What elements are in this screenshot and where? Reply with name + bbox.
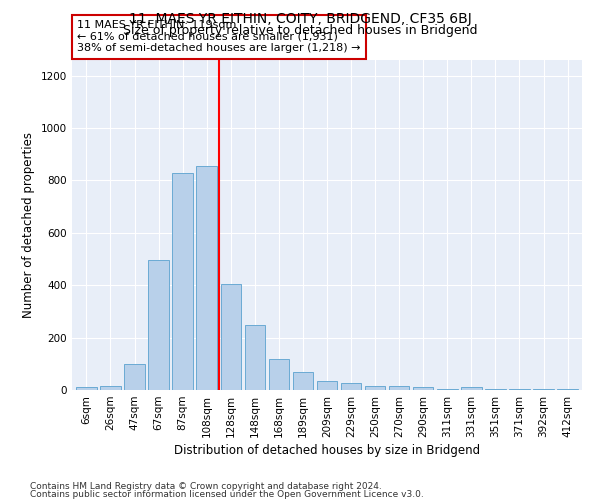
Bar: [148, 260, 169, 390]
Text: 11, MAES YR EITHIN, COITY, BRIDGEND, CF35 6BJ: 11, MAES YR EITHIN, COITY, BRIDGEND, CF3…: [128, 12, 472, 26]
Bar: [413, 388, 433, 390]
Bar: [124, 364, 145, 390]
Bar: [509, 388, 530, 390]
Bar: [221, 284, 241, 390]
Bar: [485, 388, 506, 390]
Bar: [100, 386, 121, 390]
Text: 11 MAES YR EITHIN: 119sqm
← 61% of detached houses are smaller (1,931)
38% of se: 11 MAES YR EITHIN: 119sqm ← 61% of detac…: [77, 20, 361, 54]
Text: Contains HM Land Registry data © Crown copyright and database right 2024.: Contains HM Land Registry data © Crown c…: [30, 482, 382, 491]
Y-axis label: Number of detached properties: Number of detached properties: [22, 132, 35, 318]
Bar: [557, 388, 578, 390]
Bar: [317, 381, 337, 390]
Bar: [389, 386, 409, 390]
Bar: [437, 388, 458, 390]
Bar: [293, 372, 313, 390]
Text: Size of property relative to detached houses in Bridgend: Size of property relative to detached ho…: [123, 24, 477, 37]
Bar: [533, 388, 554, 390]
Bar: [172, 172, 193, 390]
Bar: [245, 324, 265, 390]
Text: Contains public sector information licensed under the Open Government Licence v3: Contains public sector information licen…: [30, 490, 424, 499]
Bar: [269, 358, 289, 390]
Bar: [196, 166, 217, 390]
Bar: [341, 384, 361, 390]
Bar: [76, 388, 97, 390]
Bar: [461, 388, 482, 390]
X-axis label: Distribution of detached houses by size in Bridgend: Distribution of detached houses by size …: [174, 444, 480, 457]
Bar: [365, 386, 385, 390]
